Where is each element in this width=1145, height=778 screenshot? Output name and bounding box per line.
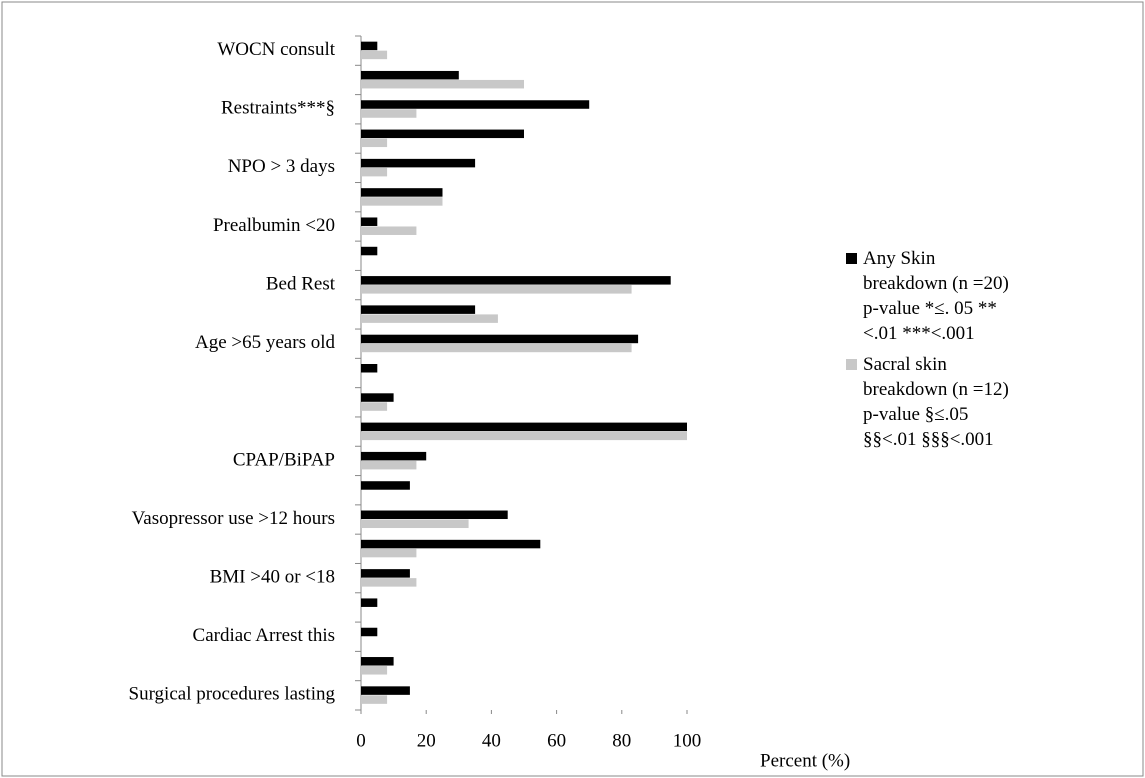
y-tick-label: Bed Rest xyxy=(266,273,336,294)
y-tick-label: BMI >40 or <18 xyxy=(210,566,335,587)
bar xyxy=(361,666,388,675)
legend-label: Sacral skin breakdown (n =12) p-value §≤… xyxy=(863,354,1009,450)
bar xyxy=(361,285,632,294)
bar xyxy=(361,334,639,344)
bar xyxy=(361,539,541,549)
legend-swatch xyxy=(846,359,857,370)
x-tick-label: 20 xyxy=(417,730,436,751)
x-tick-label: 100 xyxy=(673,730,702,751)
bar xyxy=(361,393,394,402)
x-tick-label: 40 xyxy=(482,730,501,751)
bar xyxy=(361,451,427,461)
bar xyxy=(361,510,508,520)
y-tick-label: Age >65 years old xyxy=(195,332,335,353)
bar xyxy=(361,41,378,51)
bar xyxy=(361,364,378,373)
x-tick-label: 0 xyxy=(356,730,366,751)
y-tick-label: Cardiac Arrest this xyxy=(193,625,335,646)
legend: Any Skin breakdown (n =20) p-value *≤. 0… xyxy=(846,246,1016,458)
x-axis-label: Percent (%) xyxy=(760,750,850,771)
bar xyxy=(361,460,417,470)
bar xyxy=(361,314,498,323)
bar xyxy=(361,343,632,353)
bar xyxy=(361,695,388,704)
bar xyxy=(361,50,388,60)
bar xyxy=(361,79,524,89)
bar xyxy=(361,158,476,168)
bar xyxy=(361,246,378,256)
bar xyxy=(361,226,417,235)
legend-item: Sacral skin breakdown (n =12) p-value §≤… xyxy=(846,352,1016,452)
y-tick-label: Restraints***§ xyxy=(221,98,335,119)
bar xyxy=(361,519,469,529)
bar xyxy=(361,109,417,118)
bar xyxy=(361,276,671,285)
bar xyxy=(361,217,378,226)
bar xyxy=(361,188,443,197)
legend-item: Any Skin breakdown (n =20) p-value *≤. 0… xyxy=(846,246,1016,346)
x-tick-label: 60 xyxy=(547,730,566,751)
bar xyxy=(361,578,417,587)
bar xyxy=(361,129,524,139)
bar xyxy=(361,197,443,206)
bar xyxy=(361,138,388,148)
bar xyxy=(361,431,687,441)
bar xyxy=(361,657,394,666)
y-tick-label: Vasopressor use >12 hours xyxy=(132,508,335,529)
bar xyxy=(361,100,590,109)
y-tick-label: Surgical procedures lasting xyxy=(129,684,336,705)
bar xyxy=(361,422,687,432)
bar xyxy=(361,481,410,490)
bar xyxy=(361,167,388,177)
bar xyxy=(361,686,410,695)
bar xyxy=(361,627,378,637)
bar xyxy=(361,305,476,314)
y-tick-label: WOCN consult xyxy=(217,39,335,60)
x-tick-label: 80 xyxy=(612,730,631,751)
bar xyxy=(361,70,459,80)
y-tick-label: NPO > 3 days xyxy=(228,156,335,177)
bar xyxy=(361,598,378,607)
bar xyxy=(361,569,410,578)
y-tick-label: CPAP/BiPAP xyxy=(233,449,335,470)
bar xyxy=(361,548,417,558)
bar xyxy=(361,402,388,411)
legend-swatch xyxy=(846,253,857,264)
legend-label: Any Skin breakdown (n =20) p-value *≤. 0… xyxy=(863,248,1009,344)
y-tick-label: Prealbumin <20 xyxy=(213,215,335,236)
